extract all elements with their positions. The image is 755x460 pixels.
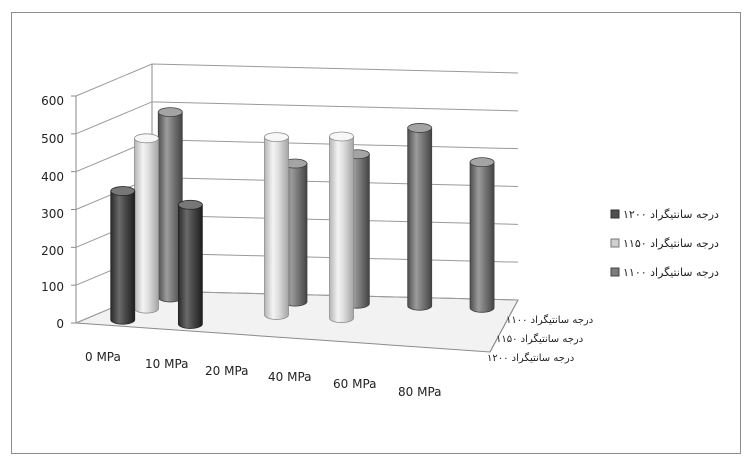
bars-layer [110,107,495,329]
legend-label: ۱۲۰۰ درجه سانتیگراد [623,208,719,221]
legend-label: ۱۱۰۰ درجه سانتیگراد [623,266,719,279]
depth-tick-label: ۱۱۰۰ درجه سانتیگراد [506,314,593,326]
legend-label: ۱۱۵۰ درجه سانتیگراد [623,237,719,250]
y-tick-label: 500 [41,132,64,146]
bar [264,132,289,320]
bar [329,131,354,323]
side-wall-edge [489,299,519,353]
bar [469,157,495,313]
y-tick-label: 100 [41,280,64,294]
legend-swatch [610,238,620,248]
x-tick-label: 0 MPa [85,350,121,364]
x-tick-label: 80 MPa [398,385,442,399]
legend-swatch [610,209,620,219]
bar [407,123,433,311]
x-tick-label: 40 MPa [268,370,312,384]
depth-tick-label: ۱۱۵۰ درجه سانتیگراد [496,333,583,345]
y-tick-label: 0 [56,317,64,331]
bar [282,158,308,307]
y-tick-label: 600 [41,94,64,108]
y-axis: 0 100 200 300 400 500 600 [41,94,64,331]
bar [134,133,159,314]
y-tick-label: 300 [41,207,64,221]
gridline [75,101,519,135]
bar [110,186,136,325]
gridline [75,63,519,97]
y-tick-label: 200 [41,244,64,258]
x-tick-label: 10 MPa [145,357,189,371]
x-axis: 0 MPa 10 MPa 20 MPa 40 MPa 60 MPa 80 MPa [85,350,442,399]
legend-swatch [610,267,620,277]
x-tick-label: 20 MPa [205,364,249,378]
legend: ۱۲۰۰ درجه سانتیگراد ۱۱۵۰ درجه سانتیگراد … [610,208,719,279]
depth-tick-label: ۱۲۰۰ درجه سانتیگراد [487,352,574,364]
x-tick-label: 60 MPa [333,377,377,391]
y-tick-label: 400 [41,170,64,184]
depth-axis: ۱۱۰۰ درجه سانتیگراد ۱۱۵۰ درجه سانتیگراد … [487,314,593,364]
bar [177,199,203,329]
